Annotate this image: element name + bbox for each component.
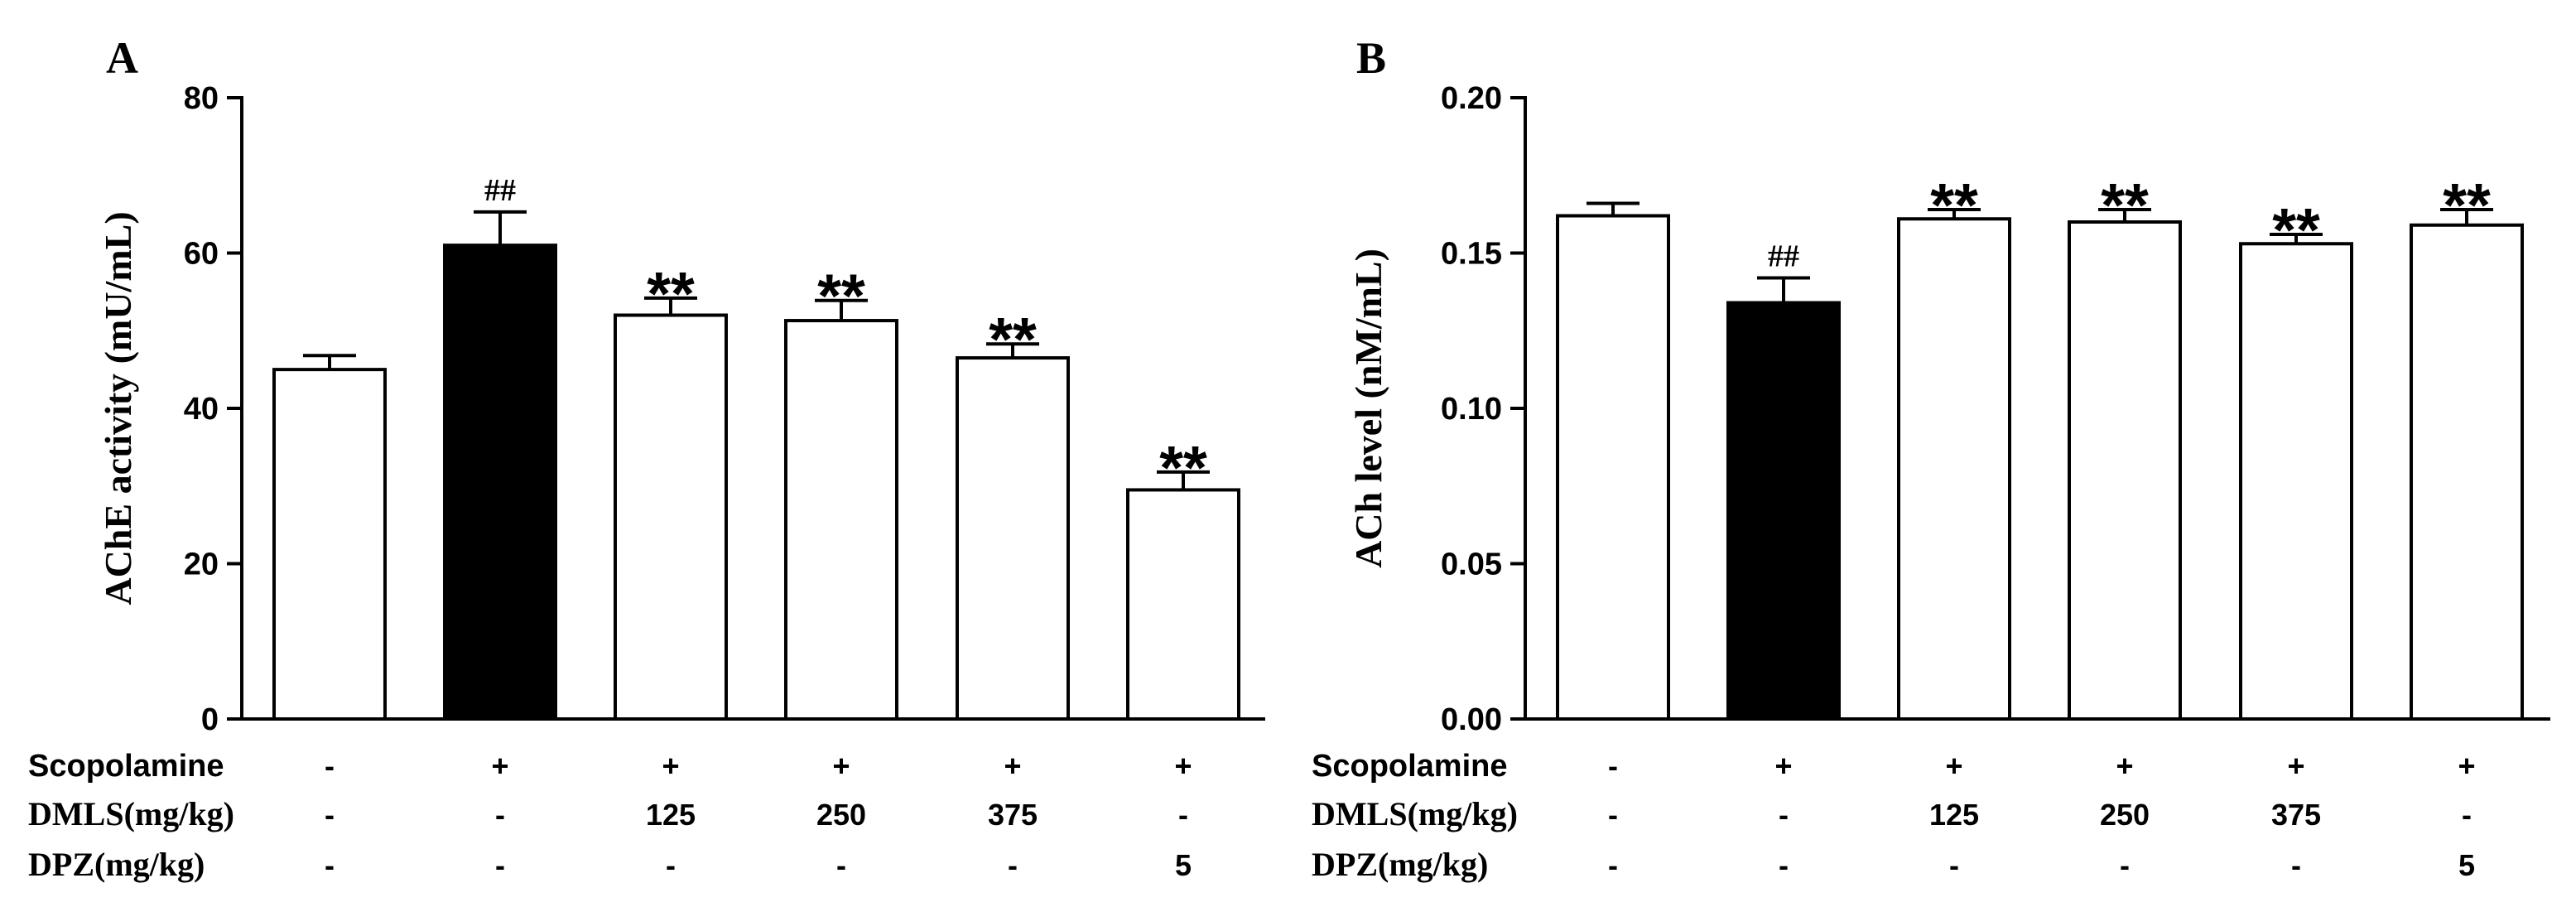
panel-a-significance-stars: ** xyxy=(989,305,1037,374)
panel-b-row-cell-scopolamine: + xyxy=(2287,749,2304,783)
panel-a-bar xyxy=(1126,488,1240,721)
panel-a-row-cell-scopolamine: + xyxy=(662,749,679,783)
panel-b-significance-stars: ** xyxy=(1930,171,1978,239)
panel-b-bar xyxy=(2239,242,2353,721)
panel-a-y-tick-label: 20 xyxy=(184,548,219,582)
panel-a-significance-stars: ** xyxy=(817,262,865,330)
panel-a-y-tick-label: 40 xyxy=(184,392,219,427)
panel-b-row-label-dpz: DPZ(mg/kg) xyxy=(1312,846,1488,883)
panel-b-significance-stars: ** xyxy=(2443,171,2491,239)
panel-a-row-cell-dpz: - xyxy=(1008,848,1018,882)
panel-b-row-cell-dmls: - xyxy=(1779,798,1789,832)
panel-a-letter: A xyxy=(106,33,138,83)
panel-b-significance-stars: ** xyxy=(2272,195,2320,264)
panel-b-bar xyxy=(2410,223,2524,721)
panel-b-row-cell-dpz: - xyxy=(2291,848,2301,882)
panel-a-bar xyxy=(614,313,728,721)
panel-a-row-cell-dmls: - xyxy=(1178,798,1188,832)
panel-b-y-tick-label: 0.15 xyxy=(1441,237,1502,272)
panel-b-y-tick-label: 0.05 xyxy=(1441,548,1502,582)
panel-b-y-axis-label: ACh level (nM/mL) xyxy=(1347,248,1389,568)
panel-a-bar xyxy=(784,319,898,721)
panel-a-row-cell-dmls: - xyxy=(325,798,335,832)
panel-a-y-tick-label: 60 xyxy=(184,237,219,272)
panel-b-bar xyxy=(1556,214,1670,721)
panel-a-row-label-scopolamine: Scopolamine xyxy=(28,749,224,784)
panel-a-row-cell-dpz: - xyxy=(836,848,846,882)
panel-a-row-cell-scopolamine: + xyxy=(1174,749,1192,783)
panel-a-row-cell-dpz: - xyxy=(325,848,335,882)
panel-a-bar xyxy=(956,356,1070,721)
panel-b-row-cell-dmls: - xyxy=(2462,798,2472,832)
panel-b-row-cell-dpz: 5 xyxy=(2458,848,2475,882)
panel-b-row-cell-scopolamine: - xyxy=(1608,749,1618,783)
panel-b-row-cell-dmls: 250 xyxy=(2100,798,2150,832)
panel-a-row-cell-scopolamine: + xyxy=(832,749,850,783)
panel-b-row-cell-scopolamine: + xyxy=(2116,749,2133,783)
panel-a-bar xyxy=(443,244,557,721)
panel-b-row-cell-scopolamine: + xyxy=(2458,749,2475,783)
panel-a-row-cell-dmls: 125 xyxy=(646,798,696,832)
panel-b-bar xyxy=(1726,301,1841,721)
panel-b-row-cell-dmls: - xyxy=(1608,798,1618,832)
panel-b: B 0.00 0.05 0.10 0.15 0.20 ACh level (nM/mL) ##… xyxy=(1312,33,2550,883)
panel-b-row-cell-dpz: - xyxy=(1608,848,1618,882)
panel-b-bar xyxy=(1897,217,2011,721)
panel-a-row-cell-dpz: - xyxy=(495,848,505,882)
panel-a-bar xyxy=(272,368,387,721)
panel-b-row-label-dmls: DMLS(mg/kg) xyxy=(1312,795,1518,832)
panel-b-letter: B xyxy=(1356,33,1386,83)
panel-b-significance-stars: ** xyxy=(2101,171,2149,239)
panel-a-significance-stars: ** xyxy=(647,259,695,328)
panel-a-row-cell-dmls: 250 xyxy=(816,798,866,832)
panel-b-row-cell-dmls: 125 xyxy=(1929,798,1979,832)
panel-b-row-cell-scopolamine: + xyxy=(1774,749,1792,783)
panel-a: A 0 20 40 60 80 AChE activity (mU/mL) ## ** ** ** *… xyxy=(28,33,1265,883)
panel-a-row-cell-scopolamine: - xyxy=(325,749,335,783)
panel-a-y-tick-label: 0 xyxy=(201,702,219,737)
panel-a-row-label-dpz: DPZ(mg/kg) xyxy=(28,846,205,883)
panel-b-row-label-scopolamine: Scopolamine xyxy=(1312,749,1508,784)
panel-a-row-cell-scopolamine: + xyxy=(1004,749,1021,783)
panel-b-row-cell-dpz: - xyxy=(1779,848,1789,882)
panel-b-y-tick-label: 0.10 xyxy=(1441,392,1502,427)
panel-b-y-tick-label: 0.00 xyxy=(1441,702,1502,737)
panel-a-significance-hash: ## xyxy=(484,173,516,208)
panel-b-row-cell-dpz: - xyxy=(1949,848,1959,882)
panel-a-row-label-dmls: DMLS(mg/kg) xyxy=(28,795,234,832)
panel-b-bar xyxy=(2068,220,2182,721)
panel-a-row-cell-dmls: - xyxy=(495,798,505,832)
panel-b-row-cell-dmls: 375 xyxy=(2271,798,2321,832)
panel-b-significance-hash: ## xyxy=(1768,239,1799,274)
panel-b-row-cell-scopolamine: + xyxy=(1945,749,1962,783)
panel-a-significance-stars: ** xyxy=(1159,433,1207,502)
panel-a-row-cell-dpz: - xyxy=(666,848,676,882)
panel-a-row-cell-dmls: 375 xyxy=(988,798,1038,832)
panel-b-y-tick-label: 0.20 xyxy=(1441,81,1502,116)
panel-a-row-cell-scopolamine: + xyxy=(491,749,508,783)
panel-b-row-cell-dpz: - xyxy=(2120,848,2130,882)
panel-a-y-tick-label: 80 xyxy=(184,81,219,116)
panel-a-row-cell-dpz: 5 xyxy=(1175,848,1192,882)
panel-a-y-axis-label: AChE activity (mU/mL) xyxy=(97,211,139,605)
